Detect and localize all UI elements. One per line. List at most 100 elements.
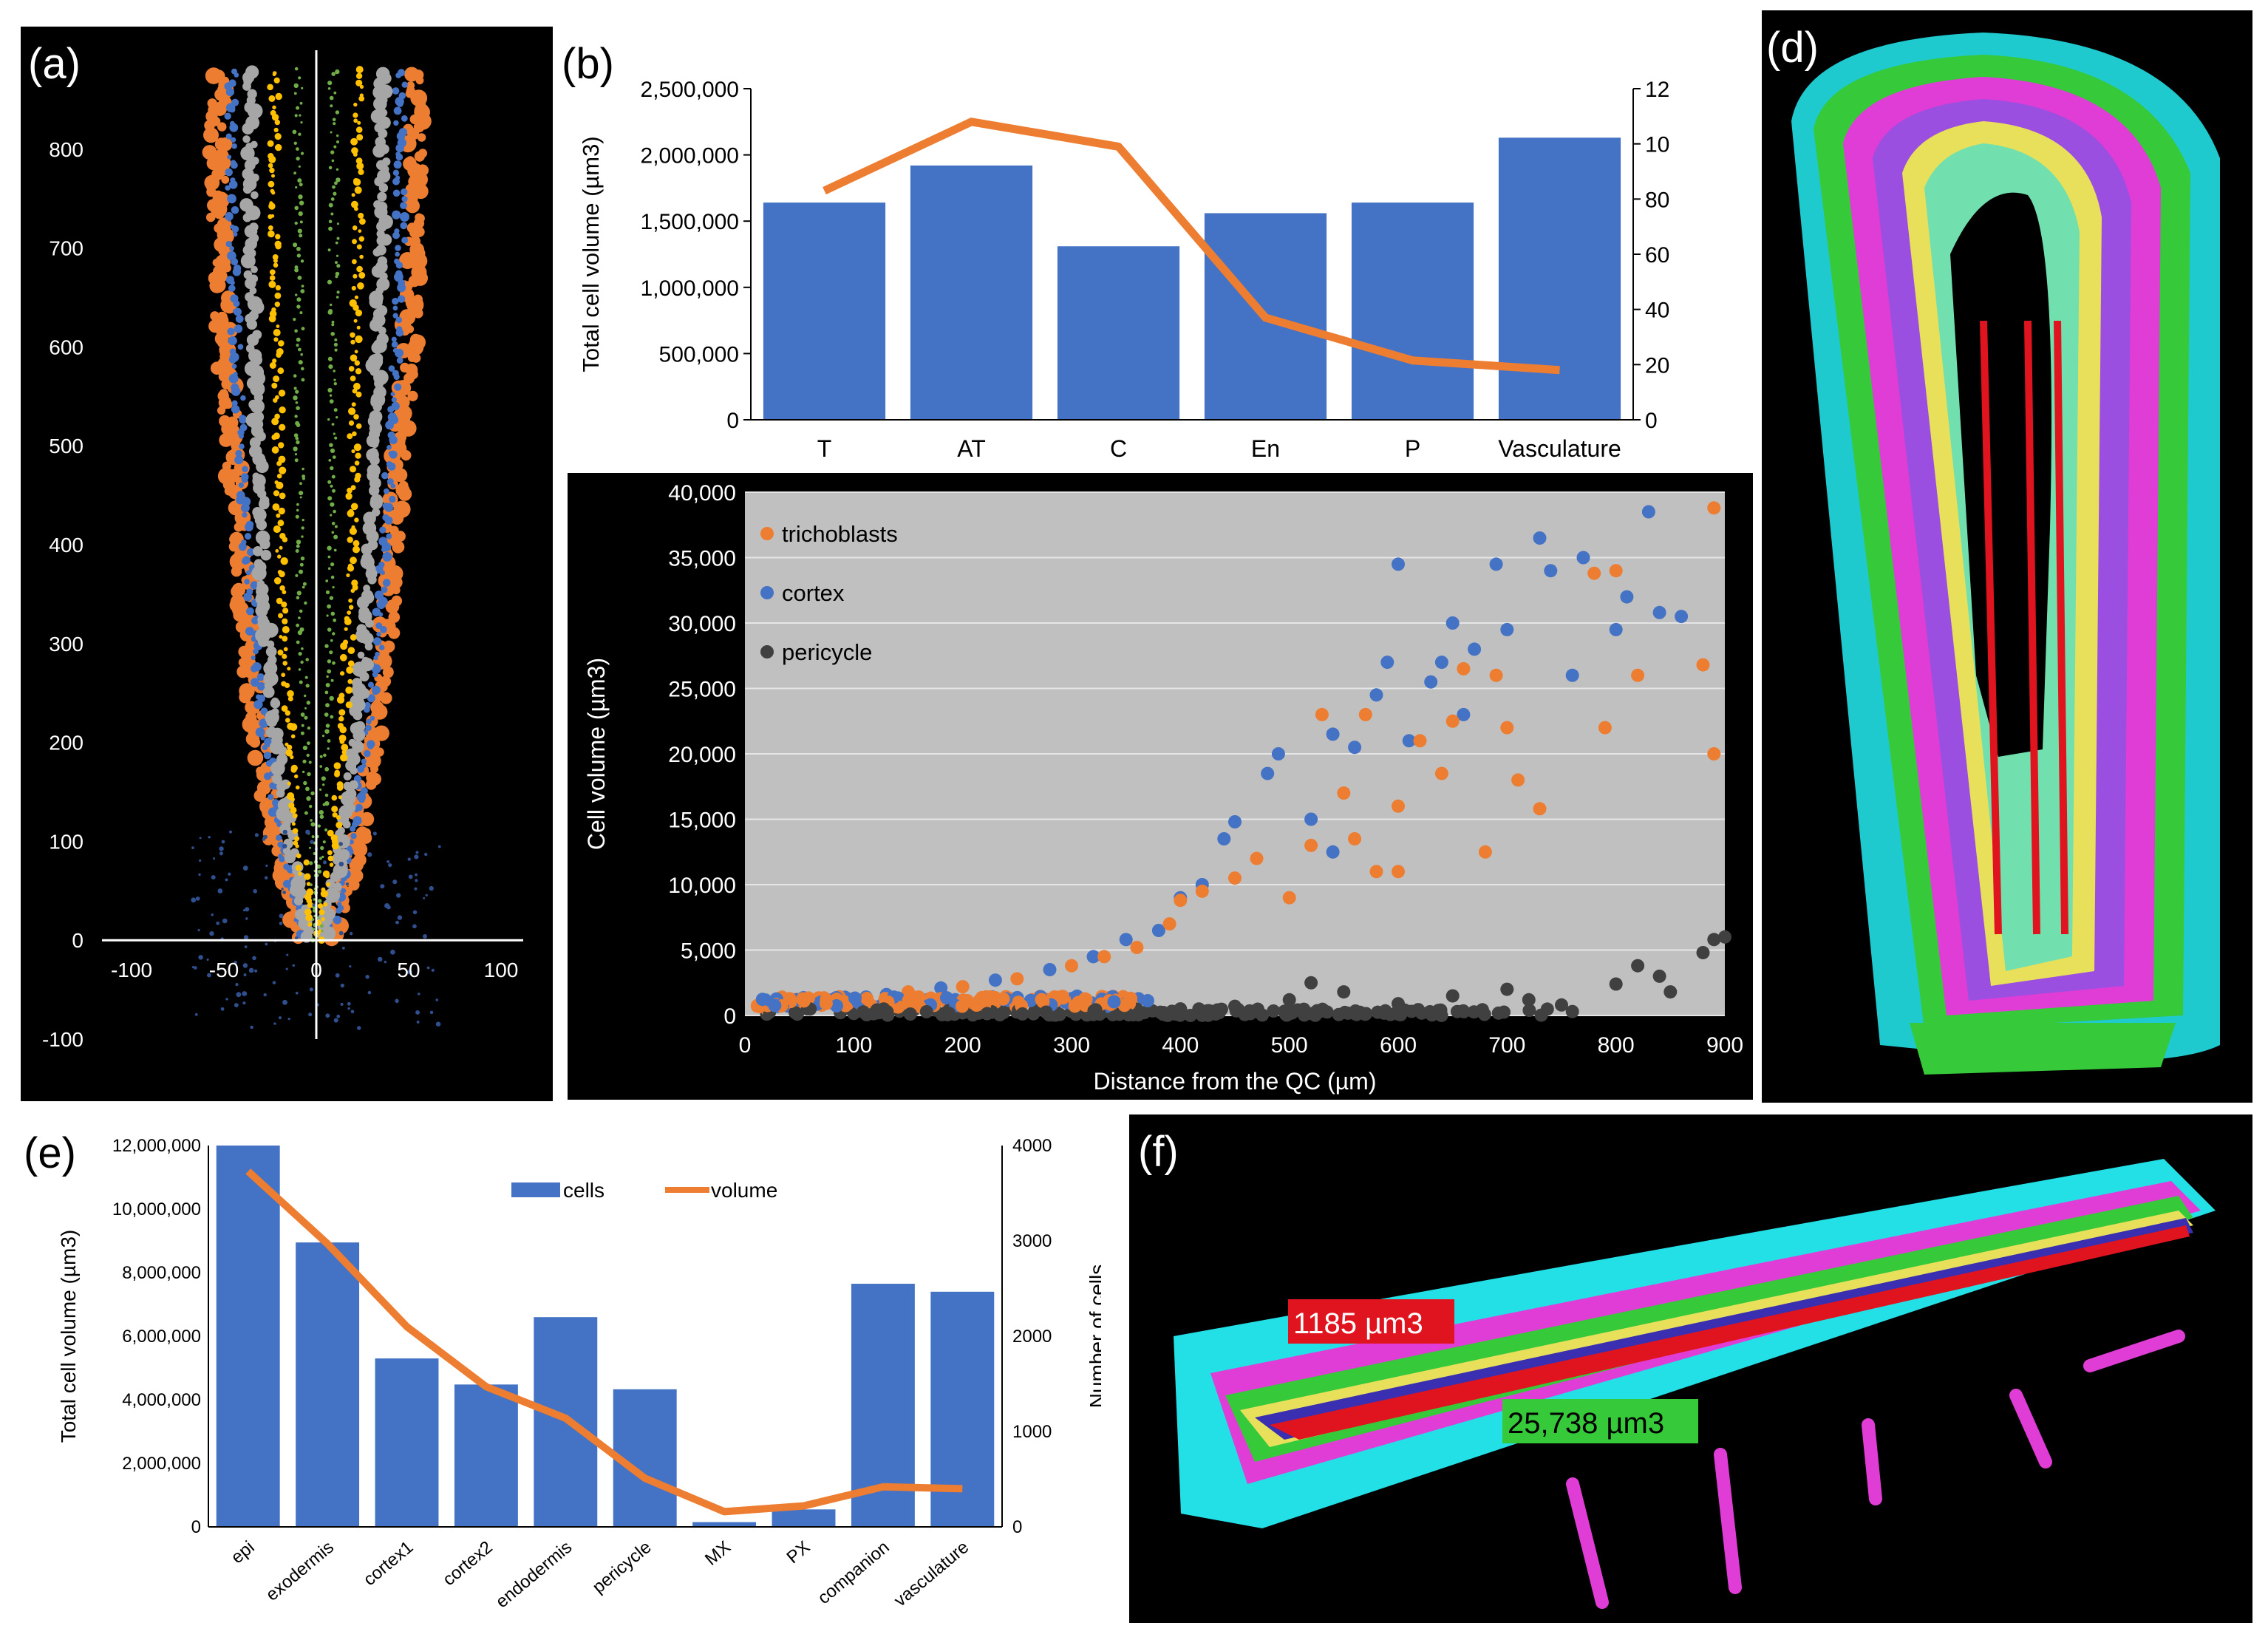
scatter-point-trichoblasts bbox=[1315, 707, 1329, 721]
scatter-point-pericycle bbox=[881, 1008, 895, 1022]
y-axis-label: Total cell volume (µm3) bbox=[578, 136, 604, 372]
scatter-point bbox=[331, 794, 338, 801]
scatter-point bbox=[306, 796, 311, 801]
scatter-point bbox=[397, 295, 406, 303]
scatter-point bbox=[271, 174, 275, 178]
scatter-point bbox=[300, 259, 304, 263]
scatter-point bbox=[355, 803, 363, 811]
scatter-point bbox=[333, 408, 338, 412]
scatter-point bbox=[294, 268, 299, 273]
scatter-point bbox=[407, 390, 418, 401]
scatter-point bbox=[214, 149, 229, 164]
scatter-point-pericycle bbox=[1609, 977, 1623, 991]
scatter-point bbox=[208, 319, 222, 333]
scatter-point-cortex bbox=[1271, 747, 1285, 760]
scatter-point bbox=[198, 873, 201, 877]
scatter-point bbox=[356, 265, 363, 273]
scatter-point bbox=[297, 228, 302, 234]
scatter-point bbox=[228, 195, 234, 200]
y-tick-label: 500 bbox=[49, 435, 84, 457]
scatter-point bbox=[352, 239, 357, 245]
scatter-point bbox=[240, 395, 246, 401]
annotation-green-text: 25,738 µm3 bbox=[1508, 1407, 1664, 1440]
scatter-point bbox=[202, 145, 217, 160]
scatter-point bbox=[355, 126, 363, 133]
scatter-point bbox=[373, 200, 382, 209]
scatter-point bbox=[235, 982, 239, 987]
scatter-point bbox=[256, 673, 265, 681]
scatter-point bbox=[327, 387, 333, 393]
scatter-point bbox=[395, 920, 399, 925]
scatter-point bbox=[335, 275, 338, 279]
scatter-point bbox=[292, 964, 296, 967]
scatter-point bbox=[225, 276, 234, 285]
scatter-point-pericycle bbox=[1304, 976, 1318, 990]
scatter-point bbox=[353, 102, 358, 107]
scatter-point bbox=[286, 953, 289, 956]
scatter-point bbox=[271, 307, 276, 313]
scatter-point bbox=[273, 577, 282, 585]
scatter-point bbox=[353, 273, 358, 279]
scatter-point bbox=[234, 1003, 239, 1007]
scatter-point bbox=[392, 313, 398, 319]
scatter-point bbox=[296, 344, 299, 347]
scatter-point bbox=[227, 251, 236, 261]
scatter-point bbox=[354, 360, 360, 366]
scatter-point bbox=[348, 738, 356, 747]
scatter-point bbox=[279, 533, 286, 540]
scatter-point bbox=[327, 604, 331, 609]
scatter-point bbox=[350, 354, 358, 362]
scatter-point bbox=[333, 882, 342, 892]
scatter-point bbox=[327, 669, 332, 674]
scatter-point bbox=[296, 337, 301, 342]
scatter-point bbox=[279, 406, 286, 414]
scatter-point-trichoblasts bbox=[1598, 721, 1612, 735]
scatter-point bbox=[344, 616, 350, 622]
scatter-point bbox=[304, 715, 308, 720]
y-tick-label: 0 bbox=[723, 1004, 736, 1029]
scatter-point bbox=[275, 92, 282, 101]
scatter-point bbox=[216, 921, 220, 925]
scatter-point bbox=[281, 888, 284, 891]
x-tick-label: 400 bbox=[1162, 1033, 1199, 1058]
scatter-point bbox=[239, 683, 255, 699]
scatter-point bbox=[351, 285, 356, 291]
scatter-point bbox=[327, 480, 332, 484]
scatter-point bbox=[382, 667, 394, 678]
scatter-point bbox=[241, 539, 247, 545]
scatter-point bbox=[393, 468, 408, 483]
scatter-point bbox=[372, 353, 384, 364]
x-tick-label: 300 bbox=[1053, 1033, 1090, 1058]
scatter-point bbox=[327, 659, 332, 664]
scatter-point-trichoblasts bbox=[1130, 941, 1144, 954]
x-tick-label: 100 bbox=[484, 959, 519, 981]
scatter-point bbox=[300, 731, 304, 735]
scatter-point bbox=[304, 908, 312, 916]
scatter-point-trichoblasts bbox=[1533, 802, 1547, 816]
scatter-point bbox=[282, 846, 291, 855]
scatter-point bbox=[380, 626, 387, 633]
scatter-point bbox=[330, 834, 338, 842]
scatter-point bbox=[294, 221, 298, 225]
scatter-point bbox=[237, 344, 244, 350]
scatter-point bbox=[328, 226, 333, 231]
y-tick-label: 30,000 bbox=[668, 612, 736, 636]
scatter-point bbox=[302, 518, 304, 522]
scatter-point bbox=[301, 724, 304, 727]
scatter-point-pericycle bbox=[1663, 985, 1678, 999]
scatter-point-cortex bbox=[1457, 707, 1471, 721]
annotation-green-box bbox=[1502, 1399, 1698, 1443]
scatter-point bbox=[336, 815, 341, 820]
scatter-point bbox=[245, 200, 253, 208]
x-tick-label: 0 bbox=[310, 959, 322, 981]
scatter-point bbox=[330, 212, 334, 216]
y-tick-label: 200 bbox=[49, 732, 84, 755]
scatter-point bbox=[382, 579, 391, 587]
scatter-point bbox=[256, 579, 265, 588]
y-tick-label: 5,000 bbox=[681, 939, 736, 964]
scatter-point bbox=[375, 651, 380, 657]
scatter-point bbox=[351, 579, 358, 587]
scatter-point bbox=[276, 348, 284, 355]
scatter-point bbox=[344, 627, 348, 631]
scatter-point bbox=[199, 837, 202, 840]
